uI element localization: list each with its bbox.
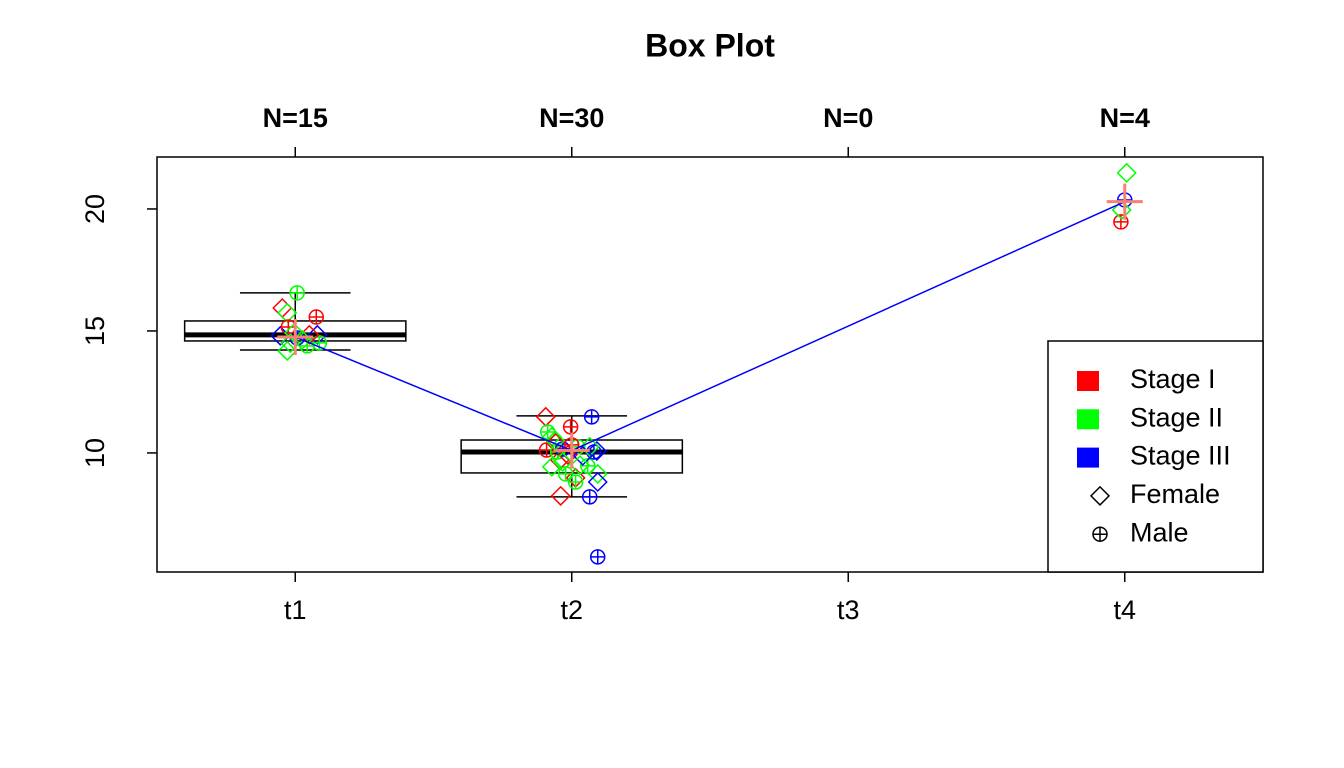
top-label: N=0 bbox=[823, 103, 873, 133]
point bbox=[280, 319, 297, 335]
chart-title: Box Plot bbox=[645, 27, 775, 63]
x-tick-label: t2 bbox=[560, 595, 583, 625]
y-tick-label: 15 bbox=[80, 316, 110, 346]
point bbox=[557, 466, 574, 482]
point bbox=[289, 285, 305, 301]
point bbox=[277, 340, 298, 362]
top-label: N=15 bbox=[263, 103, 328, 133]
x-tick-label: t1 bbox=[284, 595, 307, 625]
point bbox=[1111, 199, 1132, 221]
point bbox=[583, 409, 600, 425]
point bbox=[307, 324, 328, 345]
point bbox=[587, 471, 608, 493]
legend-label: Stage III bbox=[1130, 441, 1231, 471]
mean-cross bbox=[277, 319, 314, 356]
point bbox=[589, 549, 606, 565]
point bbox=[552, 451, 573, 473]
legend-symbol bbox=[1092, 526, 1108, 542]
point bbox=[572, 445, 593, 466]
point bbox=[562, 419, 579, 435]
legend-label: Male bbox=[1130, 517, 1189, 547]
point bbox=[587, 463, 608, 484]
top-label: N=4 bbox=[1100, 103, 1150, 133]
legend-swatch bbox=[1077, 371, 1099, 391]
point bbox=[1116, 162, 1137, 183]
point bbox=[581, 489, 598, 505]
legend-label: Stage I bbox=[1130, 364, 1216, 394]
mean-cross bbox=[553, 432, 590, 469]
legend-swatch bbox=[1077, 409, 1099, 430]
point bbox=[541, 456, 562, 477]
point bbox=[569, 455, 591, 476]
legend-label: Stage II bbox=[1130, 402, 1223, 432]
x-tick-label: t3 bbox=[837, 595, 860, 625]
point bbox=[270, 325, 291, 346]
x-tick-label: t4 bbox=[1113, 595, 1136, 625]
legend: Stage I Stage II Stage III Female Male bbox=[1047, 340, 1264, 573]
legend-symbol bbox=[1089, 485, 1111, 506]
point bbox=[586, 440, 607, 462]
legend-label: Female bbox=[1130, 479, 1220, 509]
point bbox=[277, 302, 298, 323]
point bbox=[567, 474, 584, 490]
y-tick-label: 10 bbox=[80, 438, 110, 468]
point bbox=[550, 485, 571, 506]
point bbox=[579, 436, 600, 457]
mean-cross bbox=[1106, 183, 1143, 220]
y-tick-label: 20 bbox=[80, 194, 110, 224]
legend-swatch bbox=[1077, 447, 1099, 468]
point bbox=[308, 309, 325, 325]
top-label: N=30 bbox=[539, 103, 604, 133]
